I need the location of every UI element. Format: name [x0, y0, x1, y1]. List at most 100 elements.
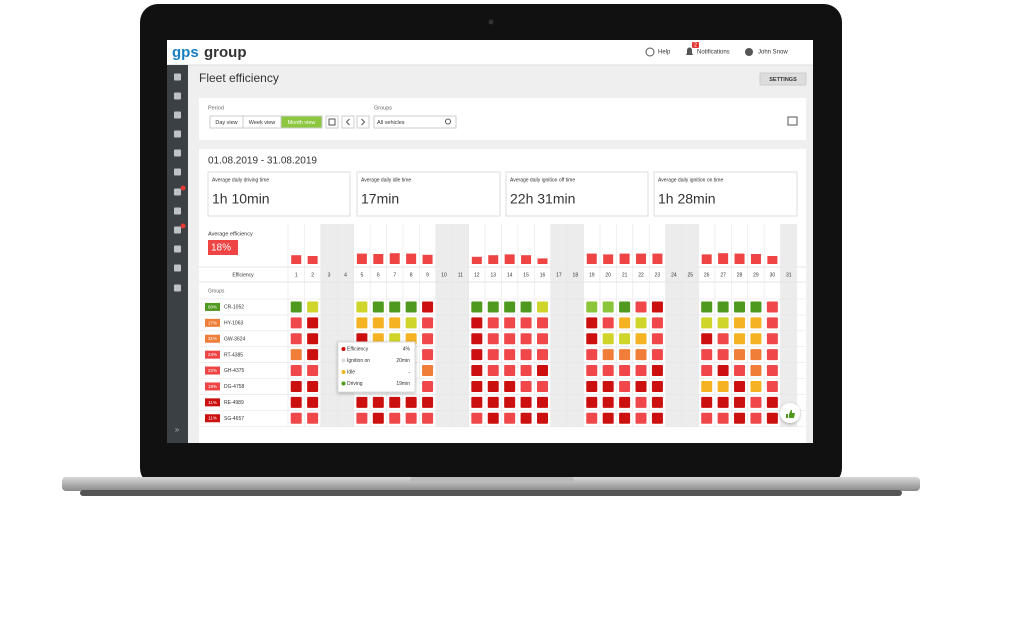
efficiency-cell[interactable]: [734, 380, 746, 392]
efficiency-cell[interactable]: [471, 365, 483, 377]
efficiency-cell[interactable]: [750, 317, 762, 329]
efficiency-cell[interactable]: [471, 317, 483, 329]
efficiency-cell[interactable]: [471, 349, 483, 361]
sidebar-icon[interactable]: [174, 245, 181, 253]
efficiency-cell[interactable]: [504, 380, 516, 392]
efficiency-cell[interactable]: [520, 396, 532, 408]
efficiency-cell[interactable]: [602, 349, 614, 361]
efficiency-cell[interactable]: [487, 396, 499, 408]
efficiency-cell[interactable]: [487, 333, 499, 345]
period-label[interactable]: Day view: [215, 120, 237, 126]
efficiency-cell[interactable]: [635, 333, 647, 345]
efficiency-cell[interactable]: [717, 333, 729, 345]
efficiency-cell[interactable]: [307, 317, 319, 329]
efficiency-cell[interactable]: [537, 349, 548, 361]
efficiency-cell[interactable]: [504, 396, 516, 408]
efficiency-cell[interactable]: [701, 365, 713, 377]
efficiency-cell[interactable]: [635, 317, 647, 329]
efficiency-cell[interactable]: [602, 317, 614, 329]
efficiency-cell[interactable]: [520, 301, 532, 313]
efficiency-cell[interactable]: [766, 412, 778, 424]
efficiency-cell[interactable]: [356, 301, 368, 313]
efficiency-cell[interactable]: [520, 380, 532, 392]
efficiency-cell[interactable]: [504, 349, 516, 361]
efficiency-cell[interactable]: [602, 396, 614, 408]
efficiency-cell[interactable]: [422, 349, 434, 361]
efficiency-cell[interactable]: [422, 412, 434, 424]
efficiency-cell[interactable]: [602, 365, 614, 377]
sidebar-icon[interactable]: [174, 149, 181, 157]
sidebar-expand[interactable]: »: [175, 425, 180, 434]
efficiency-cell[interactable]: [471, 333, 483, 345]
efficiency-cell[interactable]: [290, 333, 302, 345]
efficiency-cell[interactable]: [701, 396, 713, 408]
efficiency-cell[interactable]: [405, 301, 417, 313]
efficiency-cell[interactable]: [717, 365, 729, 377]
period-label[interactable]: Month view: [288, 120, 316, 126]
efficiency-cell[interactable]: [619, 412, 631, 424]
efficiency-cell[interactable]: [487, 349, 499, 361]
sidebar-icon[interactable]: [174, 264, 181, 272]
efficiency-cell[interactable]: [766, 317, 778, 329]
user-icon[interactable]: [745, 48, 753, 56]
efficiency-cell[interactable]: [635, 349, 647, 361]
efficiency-cell[interactable]: [487, 301, 499, 313]
efficiency-cell[interactable]: [750, 396, 762, 408]
efficiency-cell[interactable]: [372, 317, 384, 329]
efficiency-cell[interactable]: [504, 333, 516, 345]
sidebar-icon[interactable]: [174, 188, 181, 196]
efficiency-cell[interactable]: [537, 380, 548, 392]
efficiency-cell[interactable]: [405, 412, 417, 424]
efficiency-cell[interactable]: [734, 396, 746, 408]
efficiency-cell[interactable]: [701, 380, 713, 392]
efficiency-cell[interactable]: [635, 412, 647, 424]
efficiency-cell[interactable]: [307, 380, 319, 392]
efficiency-cell[interactable]: [701, 349, 713, 361]
efficiency-cell[interactable]: [520, 333, 532, 345]
efficiency-cell[interactable]: [586, 380, 598, 392]
efficiency-cell[interactable]: [717, 412, 729, 424]
efficiency-cell[interactable]: [537, 301, 548, 313]
efficiency-cell[interactable]: [372, 301, 384, 313]
efficiency-cell[interactable]: [586, 412, 598, 424]
efficiency-cell[interactable]: [307, 412, 319, 424]
efficiency-cell[interactable]: [766, 380, 778, 392]
efficiency-cell[interactable]: [586, 317, 598, 329]
efficiency-cell[interactable]: [487, 317, 499, 329]
efficiency-cell[interactable]: [734, 317, 746, 329]
efficiency-cell[interactable]: [356, 412, 368, 424]
help-link[interactable]: Help: [658, 50, 671, 56]
groups-select[interactable]: [373, 115, 457, 129]
notifications-link[interactable]: Notifications: [697, 50, 730, 56]
efficiency-cell[interactable]: [520, 317, 532, 329]
efficiency-cell[interactable]: [766, 301, 778, 313]
efficiency-cell[interactable]: [619, 380, 631, 392]
efficiency-cell[interactable]: [504, 412, 516, 424]
efficiency-cell[interactable]: [290, 412, 302, 424]
efficiency-cell[interactable]: [602, 333, 614, 345]
efficiency-cell[interactable]: [537, 317, 548, 329]
efficiency-cell[interactable]: [307, 301, 319, 313]
efficiency-cell[interactable]: [471, 412, 483, 424]
efficiency-cell[interactable]: [537, 396, 548, 408]
efficiency-cell[interactable]: [766, 365, 778, 377]
efficiency-cell[interactable]: [389, 317, 401, 329]
efficiency-cell[interactable]: [422, 301, 434, 313]
efficiency-cell[interactable]: [356, 317, 368, 329]
efficiency-cell[interactable]: [651, 412, 663, 424]
sidebar-icon[interactable]: [174, 92, 181, 100]
efficiency-cell[interactable]: [520, 365, 532, 377]
efficiency-cell[interactable]: [750, 412, 762, 424]
efficiency-cell[interactable]: [602, 412, 614, 424]
efficiency-cell[interactable]: [405, 396, 417, 408]
efficiency-cell[interactable]: [602, 380, 614, 392]
efficiency-cell[interactable]: [372, 412, 384, 424]
efficiency-cell[interactable]: [717, 349, 729, 361]
efficiency-cell[interactable]: [701, 333, 713, 345]
efficiency-cell[interactable]: [651, 380, 663, 392]
efficiency-cell[interactable]: [372, 396, 384, 408]
efficiency-cell[interactable]: [766, 349, 778, 361]
efficiency-cell[interactable]: [750, 301, 762, 313]
efficiency-cell[interactable]: [619, 365, 631, 377]
groups-value[interactable]: All vehicles: [377, 120, 405, 126]
